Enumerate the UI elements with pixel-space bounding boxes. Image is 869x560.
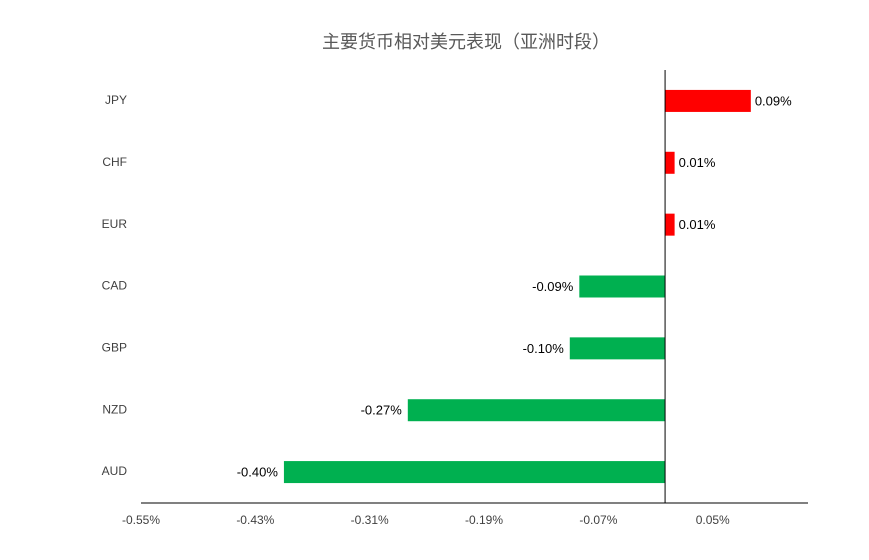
x-tick-label: -0.55% <box>122 513 160 527</box>
x-tick-label: -0.19% <box>465 513 503 527</box>
x-tick-label: -0.43% <box>236 513 274 527</box>
y-tick-label: CAD <box>102 279 128 293</box>
bar <box>665 213 675 236</box>
y-tick-label: JPY <box>105 93 127 107</box>
y-tick-label: NZD <box>102 402 127 416</box>
data-label: 0.01% <box>679 155 716 170</box>
x-tick-label: -0.07% <box>579 513 617 527</box>
y-tick-label: GBP <box>102 341 127 355</box>
bar <box>569 337 666 360</box>
bar <box>407 399 666 422</box>
bar <box>283 461 666 484</box>
x-tick-label: -0.31% <box>351 513 389 527</box>
bar <box>665 151 675 174</box>
x-tick-label: 0.05% <box>696 513 730 527</box>
data-label: 0.09% <box>755 93 792 108</box>
data-label: 0.01% <box>679 217 716 232</box>
data-label: -0.09% <box>532 279 574 294</box>
y-tick-label: CHF <box>102 155 127 169</box>
data-label: -0.27% <box>361 403 403 418</box>
chart-title: 主要货币相对美元表现（亚洲时段） <box>322 32 610 52</box>
bar <box>665 89 751 112</box>
data-label: -0.10% <box>523 341 565 356</box>
bar <box>579 275 666 298</box>
data-label: -0.40% <box>237 465 279 480</box>
y-tick-label: AUD <box>102 464 128 478</box>
y-tick-label: EUR <box>102 217 128 231</box>
